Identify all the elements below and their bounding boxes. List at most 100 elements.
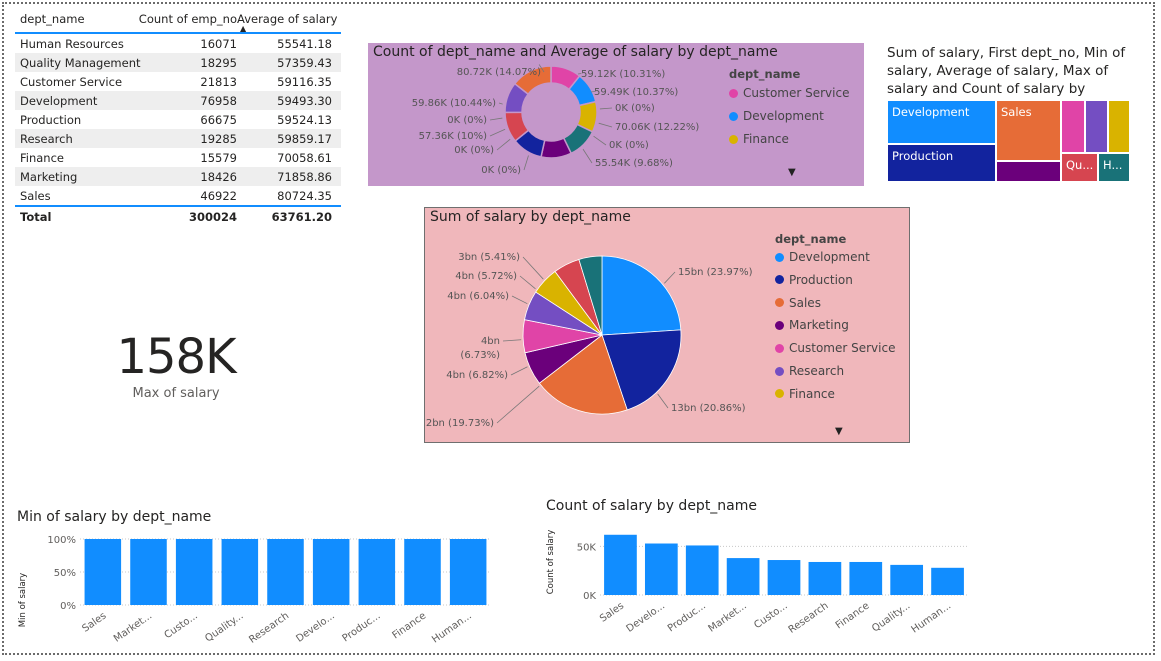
- count-salary-chart-title: Count of salary by dept_name: [546, 498, 758, 514]
- pie-legend-item[interactable]: Development: [775, 250, 870, 264]
- table-row[interactable]: Customer Service 21813 59116.35: [15, 72, 341, 91]
- pie-data-label: 3bn (5.41%): [458, 252, 520, 263]
- legend-label: Finance: [789, 386, 835, 401]
- total-average: 63761.20: [271, 210, 332, 224]
- count-cell: 66675: [200, 112, 237, 127]
- bar[interactable]: [644, 543, 678, 595]
- legend-label: Marketing: [789, 318, 849, 333]
- pie-slice[interactable]: [538, 334, 628, 415]
- pie-leader-line: [519, 275, 536, 290]
- legend-scroll-down-icon[interactable]: ▼: [788, 167, 796, 178]
- table-row[interactable]: Production 66675 59524.13: [15, 110, 341, 129]
- pie-leader-line: [522, 256, 544, 280]
- table-row[interactable]: Finance 15579 70058.61: [15, 148, 341, 167]
- treemap-tile-sales[interactable]: Sales: [996, 100, 1061, 161]
- bar[interactable]: [175, 539, 213, 605]
- treemap-tile-development[interactable]: Development: [887, 100, 996, 144]
- column-header-count[interactable]: Count of emp_no: [138, 12, 237, 26]
- x-tick-label: Sales: [598, 600, 626, 624]
- column-header-dept-name[interactable]: dept_name: [20, 12, 85, 26]
- donut-slice[interactable]: [513, 65, 552, 96]
- legend-dot-icon: [729, 111, 738, 121]
- bar[interactable]: [685, 545, 719, 595]
- bar[interactable]: [931, 567, 964, 595]
- pie-data-label: 15bn (23.97%): [678, 267, 753, 278]
- pie-legend-item[interactable]: Production: [775, 273, 853, 287]
- pie-chart-title: Sum of salary by dept_name: [430, 209, 631, 225]
- pie-data-label: 4bn (6.82%): [446, 370, 508, 381]
- pie-data-label: (6.73%): [460, 350, 500, 361]
- table-row[interactable]: Marketing 18426 71858.86: [15, 167, 341, 186]
- bar[interactable]: [726, 558, 760, 595]
- treemap-tile-research[interactable]: [1085, 100, 1108, 153]
- bar[interactable]: [358, 539, 396, 605]
- donut-chart-svg: 59.12K (10.31%) 59.49K (10.37%) 0K (0%) 70.…: [412, 64, 699, 176]
- treemap-tile-marketing[interactable]: [996, 161, 1061, 182]
- pie-leader-line: [502, 339, 522, 342]
- sort-ascending-icon[interactable]: ▲: [240, 24, 247, 33]
- pie-slice[interactable]: [601, 329, 682, 411]
- average-cell: 59116.35: [277, 74, 332, 89]
- donut-legend-item-development[interactable]: Development: [729, 109, 824, 123]
- donut-legend-item-customer-service[interactable]: Customer Service: [729, 86, 849, 100]
- pie-legend-item[interactable]: Research: [775, 364, 844, 378]
- legend-label: Research: [789, 364, 845, 378]
- bar[interactable]: [84, 539, 122, 605]
- table-row[interactable]: Development 76958 59493.30: [15, 91, 341, 110]
- x-tick-label: Develo...: [625, 600, 668, 634]
- donut-data-label: 0K (0%): [609, 140, 649, 151]
- treemap-tile-production[interactable]: Production: [887, 144, 996, 182]
- bar[interactable]: [221, 539, 259, 605]
- table-row[interactable]: Research 19285 59859.17: [15, 129, 341, 148]
- y-tick-label: 50%: [54, 568, 76, 579]
- count-salary-bar-chart[interactable]: Count of salary 50K 0K SalesDevelo...Prod…: [540, 520, 970, 645]
- pie-legend-item[interactable]: Finance: [775, 387, 835, 401]
- bar[interactable]: [604, 534, 637, 595]
- treemap-tile-human-resources[interactable]: H...: [1098, 153, 1130, 182]
- donut-data-label: 80.72K (14.07%): [457, 67, 541, 78]
- average-cell: 70058.61: [277, 150, 332, 165]
- bar[interactable]: [849, 561, 883, 595]
- pie-legend-item[interactable]: Sales: [775, 296, 821, 310]
- table-row[interactable]: Human Resources 16071 55541.18: [15, 34, 341, 53]
- bar[interactable]: [404, 539, 441, 605]
- min-salary-y-axis-title: Min of salary: [18, 573, 28, 627]
- donut-legend-title: dept_name: [729, 67, 801, 81]
- donut-chart-visual[interactable]: Count of dept_name and Average of salary…: [368, 43, 864, 186]
- count-cell: 19285: [200, 131, 237, 146]
- legend-label: Customer Service: [743, 86, 850, 100]
- bar[interactable]: [130, 539, 167, 605]
- treemap-tile-quality-management[interactable]: Qu...: [1061, 153, 1098, 182]
- legend-scroll-down-icon[interactable]: ▼: [835, 426, 843, 437]
- max-salary-card-label: Max of salary: [132, 386, 220, 401]
- bar[interactable]: [890, 564, 924, 595]
- pie-leader-line: [496, 385, 540, 424]
- donut-leader-line: [523, 155, 529, 171]
- donut-data-label: 55.54K (9.68%): [595, 158, 673, 169]
- treemap-visual[interactable]: Development Sales Production Qu... H...: [887, 100, 1130, 182]
- pie-chart-visual[interactable]: Sum of salary by dept_name 15bn (23.97%)…: [424, 207, 910, 443]
- pie-legend-item[interactable]: Marketing: [775, 318, 849, 332]
- min-salary-bar-chart[interactable]: Min of salary 100% 50% 0% Sales Market... Cu…: [10, 528, 500, 648]
- donut-legend-item-finance[interactable]: Finance: [729, 132, 789, 146]
- bar[interactable]: [767, 560, 801, 595]
- dept-name-cell: Marketing: [20, 169, 78, 184]
- table-row[interactable]: Quality Management 18295 57359.43: [15, 53, 341, 72]
- treemap-tile-finance[interactable]: [1108, 100, 1130, 153]
- bar[interactable]: [449, 539, 487, 605]
- pie-slice[interactable]: [578, 255, 603, 336]
- bar[interactable]: [808, 561, 842, 595]
- treemap-tile-customer-service[interactable]: [1061, 100, 1085, 153]
- pie-slice[interactable]: [601, 255, 682, 336]
- legend-dot-icon: [775, 366, 784, 376]
- table-row[interactable]: Sales 46922 80724.35: [15, 186, 341, 205]
- legend-dot-icon: [775, 389, 784, 399]
- bar[interactable]: [267, 539, 304, 605]
- column-header-average[interactable]: Average of salary ▲: [237, 12, 337, 33]
- total-label: Total: [20, 210, 52, 224]
- pie-legend-item[interactable]: Customer Service: [775, 341, 895, 355]
- salary-table[interactable]: dept_name Count of emp_no Average of sal…: [15, 6, 341, 227]
- bar[interactable]: [312, 539, 350, 605]
- x-tick-label: Market...: [112, 610, 154, 644]
- dept-name-cell: Development: [20, 93, 98, 108]
